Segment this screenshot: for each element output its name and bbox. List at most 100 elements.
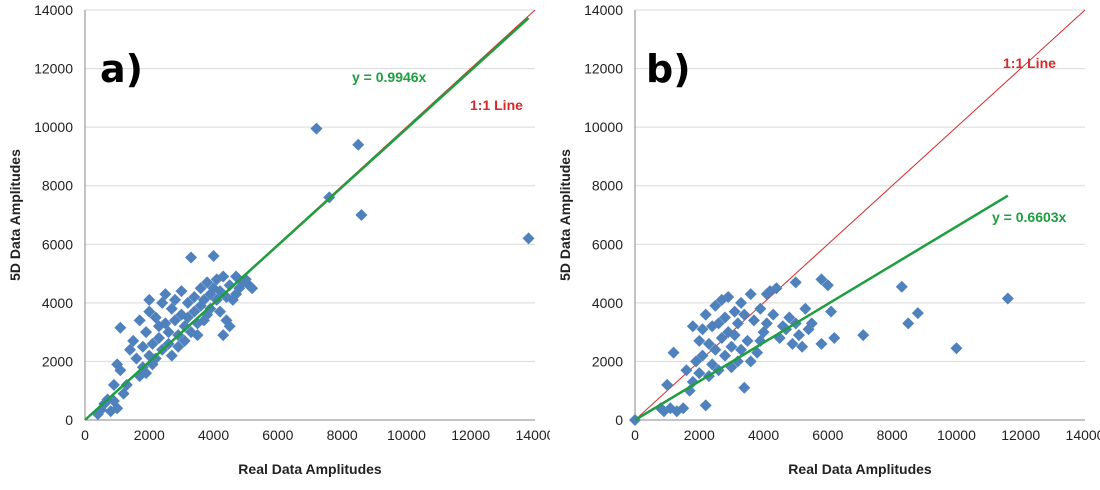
data-point [217,329,230,342]
data-point [246,282,259,295]
y-tick-label: 12000 [584,61,623,77]
data-point [741,334,754,347]
data-point [159,288,172,301]
y-axis-title: 5D Data Amplitudes [557,149,573,281]
y-tick-label: 4000 [592,295,623,311]
data-point [719,311,731,324]
data-point [770,282,783,295]
data-point [657,405,670,418]
trend-line-b [634,194,1009,422]
x-tick-label: 4000 [748,427,779,443]
trend-equation-label-b: y = 0.6603x [992,209,1067,225]
x-tick-label: 12000 [451,427,490,443]
data-point [149,352,162,365]
y-tick-label: 12000 [34,61,73,77]
x-tick-label: 6000 [812,427,843,443]
x-tick-label: 10000 [937,427,976,443]
x-tick-label: 14000 [1066,427,1100,443]
data-point [667,346,680,359]
data-point [107,378,120,391]
data-point [735,296,748,309]
data-point [181,296,194,309]
data-point [143,293,156,306]
data-point [352,138,365,151]
data-point [738,308,751,321]
data-point [214,305,226,318]
trend-equation-label-a: y = 0.9946x [352,69,427,85]
data-point [731,317,744,330]
y-tick-label: 2000 [42,353,73,369]
data-point [127,334,140,347]
data-point [815,337,828,350]
data-point [693,334,706,347]
data-point [686,375,699,388]
data-point [140,326,153,339]
data-point [172,340,185,353]
y-tick-label: 10000 [34,119,73,135]
data-point [825,305,838,318]
data-point [522,232,535,245]
x-tick-label: 14000 [516,427,550,443]
data-point [146,337,159,350]
identity-line-b [634,9,1086,421]
data-point [1001,292,1014,305]
data-point [796,340,809,353]
data-point [696,349,709,362]
data-point [204,302,217,315]
identity-line-label-b: 1:1 Line [1003,55,1056,71]
data-point [140,367,153,380]
data-point [728,305,741,318]
data-point [789,276,802,289]
data-point [197,293,210,306]
data-point [950,342,963,355]
data-point [731,355,744,368]
trend-line-a [84,17,530,421]
data-point [169,293,181,306]
y-tick-label: 2000 [592,353,623,369]
y-tick-label: 6000 [42,236,73,252]
data-point [175,285,188,298]
y-tick-label: 0 [65,412,73,428]
data-point [719,349,731,362]
data-point [136,340,149,353]
y-tick-label: 14000 [34,2,73,18]
x-axis-title: Real Data Amplitudes [788,461,932,477]
data-point [773,332,786,344]
data-point [751,346,764,359]
data-point [902,317,915,330]
x-tick-label: 8000 [327,427,358,443]
data-point [355,209,368,221]
data-point [661,378,674,391]
data-point [114,321,127,334]
data-point [683,384,696,397]
data-point [783,311,796,324]
x-tick-label: 0 [631,427,639,443]
data-point [191,329,204,342]
data-point [165,349,178,362]
data-point [114,364,127,377]
data-point [165,302,178,315]
data-point [699,399,712,412]
data-point [805,317,818,330]
data-point [130,352,143,365]
x-tick-label: 4000 [198,427,229,443]
data-point [815,273,828,286]
data-points-a [91,122,535,421]
y-tick-label: 0 [615,412,623,428]
data-point [133,314,146,327]
data-point [706,358,719,371]
x-tick-label: 2000 [684,427,715,443]
data-point [143,305,156,318]
data-point [699,308,712,321]
data-point [188,291,201,303]
data-point [223,320,236,333]
data-point [178,334,191,347]
data-point [124,343,136,356]
data-point [702,337,715,350]
data-points-b [629,273,1014,426]
data-point [120,378,133,391]
x-axis-title: Real Data Amplitudes [238,461,382,477]
data-point [111,402,124,415]
data-point [725,340,738,353]
